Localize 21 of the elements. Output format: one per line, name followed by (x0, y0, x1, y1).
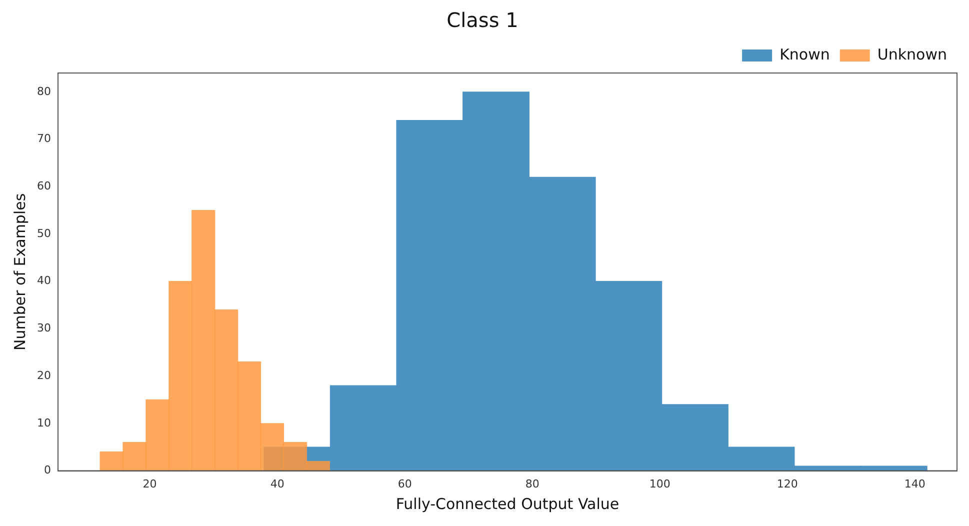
x-tick-label: 100 (649, 477, 670, 490)
y-tick-label: 70 (36, 132, 51, 146)
x-tick-label: 40 (270, 477, 284, 490)
y-tick-label: 0 (44, 464, 51, 477)
x-tick-label: 120 (776, 477, 798, 490)
y-axis-title: Number of Examples (10, 193, 29, 350)
x-tick-label: 80 (525, 477, 540, 490)
legend-label: Known (780, 45, 830, 64)
chart-title: Class 1 (446, 8, 518, 32)
y-tick-label: 20 (36, 368, 51, 382)
y-tick-label: 40 (36, 274, 51, 288)
y-tick-label: 80 (36, 84, 51, 98)
y-tick-label: 50 (36, 226, 51, 240)
y-tick-label: 10 (36, 416, 51, 430)
x-tick-label: 20 (142, 477, 157, 490)
x-axis-title: Fully-Connected Output Value (396, 494, 620, 513)
y-tick-label: 60 (36, 180, 51, 193)
x-tick-label: 140 (904, 477, 926, 490)
y-tick-label: 30 (36, 322, 51, 335)
legend-label: Unknown (877, 45, 948, 64)
x-tick-label: 60 (398, 477, 412, 490)
